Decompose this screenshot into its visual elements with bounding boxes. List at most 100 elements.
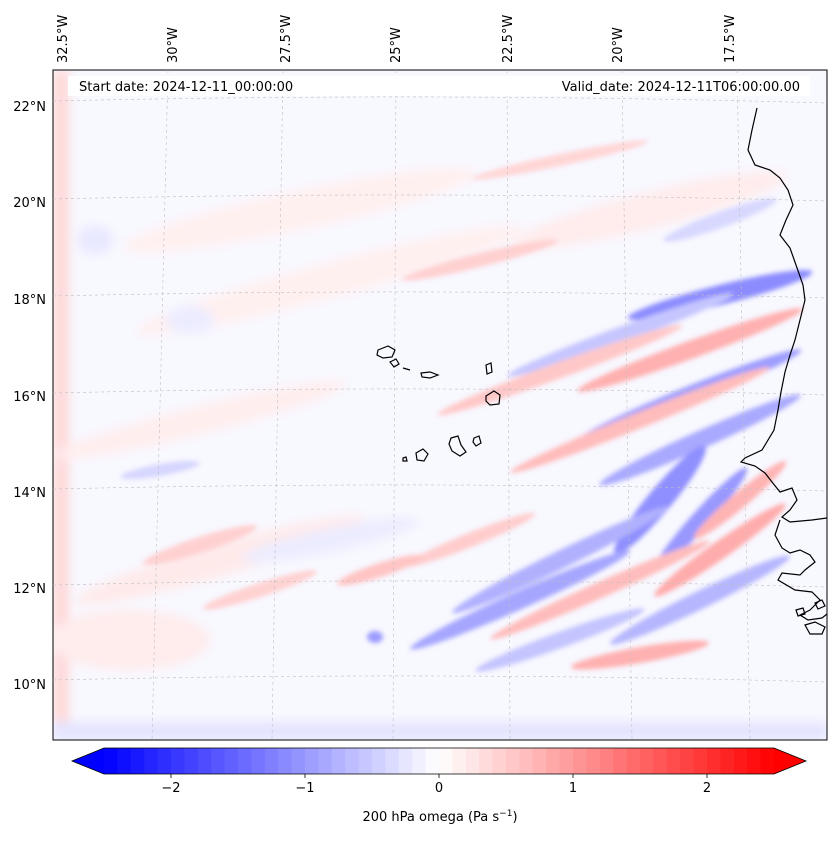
colorbar-cell <box>640 748 654 774</box>
santiago-island <box>448 435 467 457</box>
colorbar-cell <box>492 748 507 774</box>
lat-label: 12°N <box>13 582 46 597</box>
colorbar-cell <box>251 748 266 774</box>
header-band <box>68 76 810 96</box>
colorbar-cell <box>733 748 748 774</box>
colorbar-cell <box>197 748 212 774</box>
lat-label: 10°N <box>13 678 46 693</box>
lat-label: 20°N <box>13 196 46 211</box>
colorbar-cell <box>318 748 333 774</box>
lat-label: 18°N <box>13 293 46 308</box>
parallel-22n <box>53 96 827 104</box>
meridian-30w <box>151 70 169 740</box>
start-date-label: Start date: 2024-12-11_00:00:00 <box>79 80 293 95</box>
colorbar-cell <box>613 748 628 774</box>
lon-label: 25°W <box>389 27 404 63</box>
colorbar-max-extension <box>774 748 806 774</box>
lat-label: 16°N <box>13 390 46 405</box>
colorbar-cell <box>693 748 708 774</box>
colorbar-outline <box>70 747 808 775</box>
colorbar-cell <box>331 748 346 774</box>
omega-field-bands <box>120 140 813 672</box>
bissagos-islands <box>795 599 826 635</box>
colorbar-cell <box>412 748 427 774</box>
meridian-20w <box>621 70 633 740</box>
omega-field <box>53 70 827 740</box>
colorbar-cell <box>479 748 494 774</box>
colorbar-cell <box>559 748 574 774</box>
colorbar-cell <box>398 748 413 774</box>
parallel-14n <box>53 484 827 492</box>
colorbar-cell <box>184 748 199 774</box>
colorbar-cell <box>211 748 226 774</box>
lon-label: 30°W <box>166 27 181 63</box>
map-frame <box>52 69 828 741</box>
latitude-labels: 22°N 20°N 18°N 16°N 14°N 12°N 10°N <box>13 100 46 693</box>
colorbar-cell <box>358 748 373 774</box>
parallel-12n <box>53 580 827 588</box>
lon-label: 22.5°W <box>501 15 516 63</box>
africa-coastline <box>739 107 827 523</box>
colorbar-cell <box>546 748 561 774</box>
sao-vicente-island <box>389 358 400 368</box>
colorbar-cell <box>653 748 668 774</box>
parallel-20n <box>53 194 827 202</box>
colorbar-cell <box>666 748 681 774</box>
colorbar-cell <box>104 748 118 774</box>
colorbar-cell <box>626 748 641 774</box>
colorbar-cell <box>680 748 695 774</box>
brava-island <box>402 456 408 462</box>
colorbar-cell <box>385 748 400 774</box>
colorbar: −2 −1 0 1 2 200 hPa omega (Pa s−1) <box>70 747 808 825</box>
colorbar-cells <box>104 748 775 774</box>
colorbar-cell <box>573 748 587 774</box>
colorbar-cell <box>305 748 319 774</box>
colorbar-cell <box>465 748 480 774</box>
colorbar-cell <box>532 748 547 774</box>
colorbar-tick-label: −1 <box>295 781 314 796</box>
lat-label: 22°N <box>13 100 46 115</box>
colorbar-cell <box>519 748 534 774</box>
colorbar-tick-label: −2 <box>161 781 180 796</box>
colorbar-cell <box>238 748 252 774</box>
colorbar-cell <box>760 748 775 774</box>
colorbar-cell <box>720 748 735 774</box>
lat-label: 14°N <box>13 486 46 501</box>
valid-date-label: Valid_date: 2024-12-11T06:00:00.00 <box>562 80 800 95</box>
maio-island <box>472 435 482 447</box>
colorbar-cell <box>345 748 360 774</box>
colorbar-min-extension <box>72 748 104 774</box>
meridian-32-5w <box>51 70 52 740</box>
longitude-labels: 32.5°W 30°W 27.5°W 25°W 22.5°W 20°W 17.5… <box>56 15 738 63</box>
parallel-18n <box>53 291 827 299</box>
lon-label: 17.5°W <box>723 15 738 63</box>
colorbar-cell <box>171 748 185 774</box>
lon-label: 20°W <box>611 27 626 63</box>
sal-island <box>485 362 493 375</box>
colorbar-tick-label: 1 <box>569 781 577 796</box>
parallel-10n <box>53 675 827 683</box>
santo-antao-island <box>376 345 396 359</box>
colorbar-cell <box>747 748 762 774</box>
boa-vista-island <box>485 390 501 406</box>
colorbar-cell <box>372 748 386 774</box>
meridian-25w <box>392 70 397 740</box>
parallel-16n <box>53 388 827 396</box>
colorbar-ticks: −2 −1 0 1 2 <box>161 774 711 796</box>
meridian-17-5w <box>736 70 751 740</box>
colorbar-cell <box>439 748 453 774</box>
meridian-27-5w <box>271 70 284 740</box>
omega-field-broad <box>53 70 827 740</box>
colorbar-label: 200 hPa omega (Pa s−1) <box>362 809 517 825</box>
colorbar-tick-label: 2 <box>703 781 711 796</box>
colorbar-cell <box>291 748 306 774</box>
fogo-island <box>415 448 429 462</box>
colorbar-cell <box>707 748 721 774</box>
coastlines <box>376 107 827 635</box>
colorbar-cell <box>586 748 601 774</box>
colorbar-cell <box>452 748 467 774</box>
map-panel <box>52 69 828 741</box>
colorbar-cell <box>278 748 293 774</box>
colorbar-cell <box>506 748 520 774</box>
